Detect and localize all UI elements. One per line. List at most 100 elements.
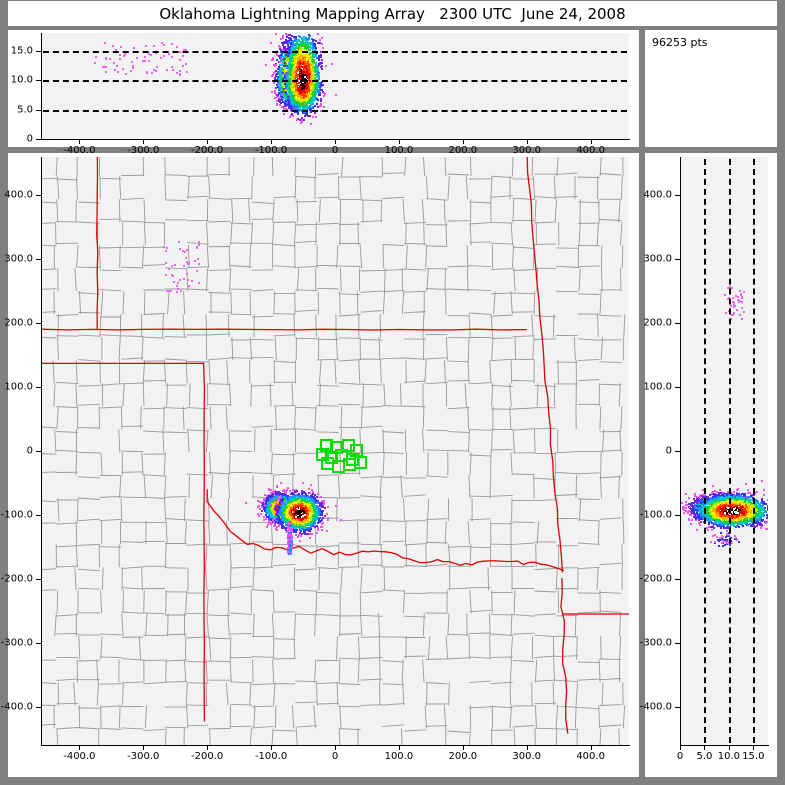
y-tick [36, 451, 41, 452]
y-tick [36, 323, 41, 324]
altitude-vs-north-south-panel[interactable]: 0 5.0 10.0 15.0 -400.0 -300.0 -200.0 -100.0 0 100… [645, 153, 777, 777]
y-label: 5.0 [17, 104, 33, 115]
state-border-texas-panhandle-west [204, 363, 205, 721]
x-tick [143, 745, 144, 750]
y-label: 400.0 [4, 190, 33, 201]
x-tick [207, 745, 208, 750]
y-tick [36, 707, 41, 708]
y-axis-line [680, 157, 681, 745]
y-tick [675, 323, 680, 324]
x-tick [591, 139, 592, 144]
state-border-red-river [207, 489, 564, 570]
y-tick [36, 515, 41, 516]
y-label: -200.0 [1, 573, 33, 584]
y-tick [675, 579, 680, 580]
x-label: 300.0 [512, 751, 541, 762]
y-label: 0 [27, 446, 33, 457]
altitude-vs-east-west-panel[interactable]: -400.0 -300.0 -200.0 -100.0 0 100.0 200.0 300.0… [8, 30, 639, 147]
y-label: -300.0 [640, 637, 672, 648]
y-tick [675, 259, 680, 260]
gridline [43, 110, 627, 112]
y-tick [675, 643, 680, 644]
x-label: -100.0 [255, 751, 287, 762]
x-tick [271, 139, 272, 144]
y-label: 200.0 [4, 318, 33, 329]
gridline [704, 159, 706, 743]
y-label: 200.0 [643, 318, 672, 329]
page-title: Oklahoma Lightning Mapping Array 2300 UT… [159, 5, 625, 23]
y-label: 300.0 [4, 254, 33, 265]
y-label: -300.0 [1, 637, 33, 648]
x-label: 5.0 [696, 751, 712, 762]
x-label: 400.0 [576, 751, 605, 762]
x-label: 100.0 [385, 751, 414, 762]
plan-view-map-plot[interactable] [41, 157, 629, 745]
y-axis-line [41, 33, 42, 139]
title-bar: Oklahoma Lightning Mapping Array 2300 UT… [8, 1, 777, 26]
x-label: 10.0 [718, 751, 740, 762]
y-tick [675, 707, 680, 708]
gridline [729, 159, 731, 743]
county-boundaries [41, 157, 625, 745]
y-tick [675, 387, 680, 388]
gridline [753, 159, 755, 743]
x-label: -300.0 [127, 751, 159, 762]
y-tick [36, 259, 41, 260]
y-label: 0 [666, 446, 672, 457]
y-label: 10.0 [11, 75, 33, 86]
gridline [43, 51, 627, 53]
x-tick [399, 139, 400, 144]
y-tick [675, 515, 680, 516]
y-tick [36, 643, 41, 644]
map-boundaries [41, 157, 629, 745]
y-label: -400.0 [640, 701, 672, 712]
y-tick [36, 139, 41, 140]
x-tick [143, 139, 144, 144]
y-tick [36, 387, 41, 388]
y-tick [36, 195, 41, 196]
y-tick [36, 579, 41, 580]
state-border-kansas-oklahoma [41, 329, 527, 330]
x-label: -200.0 [191, 751, 223, 762]
point-count-panel: 96253 pts [645, 30, 777, 147]
x-tick [463, 139, 464, 144]
x-tick [729, 745, 730, 750]
y-label: -100.0 [1, 509, 33, 520]
x-label: 0 [677, 751, 683, 762]
point-count-label: 96253 pts [652, 36, 708, 49]
y-label: -100.0 [640, 509, 672, 520]
x-tick [335, 139, 336, 144]
y-label: 300.0 [643, 254, 672, 265]
x-label: -400.0 [63, 751, 95, 762]
state-border-oklahoma-arkansas [527, 157, 563, 572]
x-tick [79, 745, 80, 750]
x-tick [704, 745, 705, 750]
y-tick [675, 451, 680, 452]
x-tick [463, 745, 464, 750]
x-tick [207, 139, 208, 144]
x-tick [335, 745, 336, 750]
x-label: 15.0 [742, 751, 764, 762]
y-label: 100.0 [643, 382, 672, 393]
altitude-vs-east-west-plot[interactable] [41, 33, 629, 139]
x-label: 200.0 [448, 751, 477, 762]
x-axis-line [680, 745, 769, 746]
y-label: -400.0 [1, 701, 33, 712]
x-tick [271, 745, 272, 750]
y-tick [675, 195, 680, 196]
x-tick [591, 745, 592, 750]
plan-view-map-panel[interactable]: -400.0 -300.0 -200.0 -100.0 0 100.0 200.0 300.0… [8, 153, 639, 777]
x-tick [527, 745, 528, 750]
gridline [43, 80, 627, 82]
y-label: 100.0 [4, 382, 33, 393]
y-tick [36, 110, 41, 111]
x-label: 0 [332, 751, 338, 762]
x-tick [399, 745, 400, 750]
y-label: 400.0 [643, 190, 672, 201]
y-tick [36, 80, 41, 81]
x-tick [79, 139, 80, 144]
y-label: 15.0 [11, 45, 33, 56]
y-label: -200.0 [640, 573, 672, 584]
x-tick [527, 139, 528, 144]
